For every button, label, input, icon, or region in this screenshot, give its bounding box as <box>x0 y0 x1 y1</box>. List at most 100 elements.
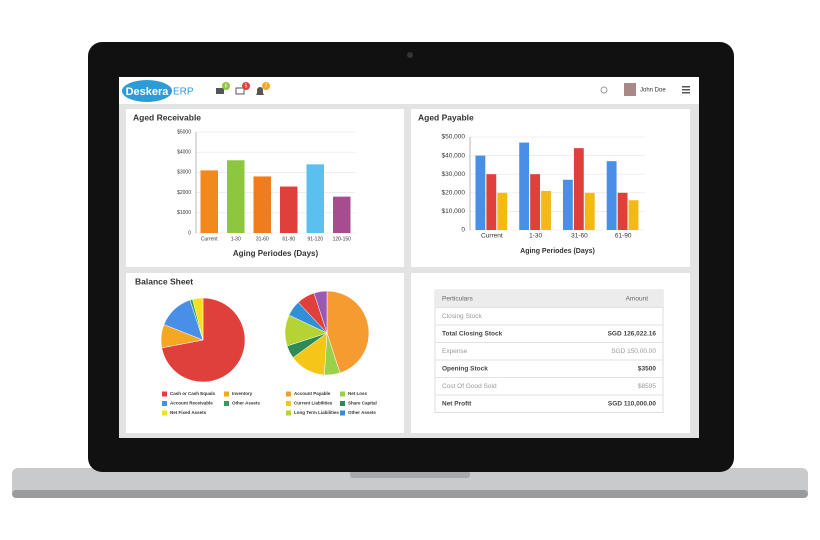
x-tick-label: 31-60 <box>256 236 269 242</box>
logo: Deskera <box>126 86 170 98</box>
bar <box>227 160 245 233</box>
badge <box>242 82 250 90</box>
y-tick-label: 0 <box>188 230 191 236</box>
table-cell: Net Profit <box>442 400 472 407</box>
search-icon[interactable] <box>600 86 608 94</box>
table-cell: $3500 <box>638 365 656 372</box>
y-tick-label: $30,000 <box>442 171 466 178</box>
pie-slice <box>326 290 370 374</box>
menu-icon[interactable] <box>682 89 690 91</box>
legend-swatch <box>286 391 291 397</box>
bar <box>475 155 486 230</box>
chart-title: Balance Sheet <box>135 276 193 286</box>
menu-icon[interactable] <box>682 92 690 94</box>
y-tick-label: $40,000 <box>442 152 466 159</box>
bar <box>541 190 551 230</box>
bar <box>200 170 218 233</box>
table-cell: SGD 126,022.16 <box>608 330 657 337</box>
x-tick-label: 1-30 <box>231 236 241 242</box>
legend-swatch <box>162 410 167 416</box>
table-cell: Total Closing Stock <box>442 330 503 337</box>
laptop-base-edge <box>12 490 808 498</box>
x-tick-label: 31-60 <box>571 233 588 240</box>
x-axis-label: Aging Periodes (Days) <box>520 248 595 255</box>
menu-icon[interactable] <box>682 86 690 88</box>
mail-icon[interactable] <box>235 87 245 95</box>
legend-label: Current Liabilities <box>294 401 333 406</box>
logo-suffix: ERP <box>173 87 194 98</box>
bar <box>306 164 324 233</box>
y-tick-label: $3000 <box>177 170 191 176</box>
top-bar <box>119 77 699 104</box>
table-cell: SGD 110,000.00 <box>608 400 656 407</box>
camera <box>407 52 413 58</box>
pie-slice <box>192 297 204 341</box>
x-tick-label: Current <box>201 236 218 242</box>
legend-label: Other Assets <box>348 410 376 415</box>
badge-count: 7 <box>265 83 268 89</box>
legend-swatch <box>162 391 167 397</box>
x-tick-label: 91-120 <box>307 236 323 242</box>
legend-label: Net Fixed Assets <box>170 410 207 415</box>
table-cell: Closing Stock <box>442 313 482 320</box>
y-tick-label: $4000 <box>177 150 191 156</box>
y-tick-label: $2000 <box>177 190 191 196</box>
y-tick-label: $50,000 <box>442 134 466 141</box>
pie-slice <box>313 290 328 334</box>
panel <box>411 109 690 267</box>
x-tick-label: Current <box>481 233 503 240</box>
bar <box>333 196 351 233</box>
table-cell: Expense <box>442 348 468 355</box>
chart-title: Aged Receivable <box>133 112 201 122</box>
legend-swatch <box>340 401 345 406</box>
bar <box>486 174 497 230</box>
legend-swatch <box>162 401 167 406</box>
avatar[interactable] <box>624 83 636 96</box>
y-tick-label: 0 <box>461 227 465 234</box>
bar <box>628 200 639 230</box>
legend-label: Long Term Liabilities <box>294 410 339 415</box>
y-tick-label: $20,000 <box>442 190 466 197</box>
badge-count: 5 <box>245 83 248 89</box>
chart-title: Aged Payable <box>418 112 474 122</box>
legend-swatch <box>340 410 345 416</box>
bar <box>497 192 508 230</box>
y-tick-label: $10,000 <box>442 208 466 215</box>
x-tick-label: 61-90 <box>282 236 295 242</box>
table-cell: Cost Of Good Sold <box>442 383 497 390</box>
legend-label: Share Capital <box>348 401 377 406</box>
legend-label: Cash or Cash Equals <box>170 391 216 396</box>
bar <box>617 192 628 230</box>
bar <box>584 192 595 230</box>
bar <box>606 161 617 230</box>
bar <box>530 174 540 230</box>
logo-cloud <box>122 80 172 102</box>
legend-swatch <box>286 410 291 416</box>
bar <box>562 179 573 230</box>
legend-swatch <box>340 391 345 397</box>
legend-swatch <box>224 391 229 397</box>
table-header <box>435 290 663 308</box>
menu-icon[interactable] <box>216 88 224 94</box>
legend-label: Net Loss <box>348 391 368 396</box>
bar <box>573 148 584 230</box>
table-cell: SGD 150,00.00 <box>611 348 656 355</box>
table-header-cell: Perticulars <box>442 295 473 302</box>
table-cell: $8595 <box>638 383 656 390</box>
user-name[interactable]: John Doe <box>640 88 666 94</box>
legend-label: Inventory <box>232 391 253 396</box>
x-tick-label: 61-90 <box>615 233 632 240</box>
badge-count: 6 <box>225 83 228 89</box>
x-tick-label: 120-150 <box>333 236 352 242</box>
bell-icon[interactable] <box>256 87 264 95</box>
y-tick-label: $1000 <box>177 210 191 216</box>
legend-label: Other Assets <box>232 401 260 406</box>
legend-label: Account Payable <box>294 391 331 396</box>
table-cell: Opening Stock <box>442 365 488 372</box>
x-axis-label: Aging Periodes (Days) <box>233 249 319 258</box>
legend-label: Account Receivable <box>170 401 213 406</box>
bar <box>280 186 298 233</box>
legend-swatch <box>224 401 229 406</box>
badge <box>262 82 270 90</box>
